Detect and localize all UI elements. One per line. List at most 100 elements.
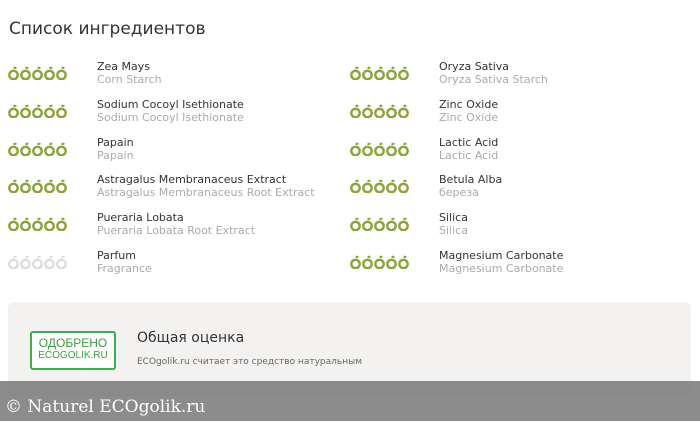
ingredient-name[interactable]: Sodium Cocoyl Isethionate [97,97,244,111]
ingredient-subname: Fragrance [97,262,152,275]
rating [350,66,409,80]
leaf-icon [374,142,385,156]
badge-line1: ОДОБРЕНО [38,336,108,350]
ingredient-subname: береза [439,186,479,200]
rating [8,179,67,194]
leaf-icon [398,142,409,156]
leaf-icon [20,217,31,232]
page-title: Список ингредиентов [9,19,206,39]
leaf-icon [8,104,19,118]
ingredient-item[interactable]: Lactic Acid Lactic Acid [350,136,690,168]
leaf-icon [32,179,43,194]
leaf-icon [350,66,361,80]
rating [8,255,67,269]
ingredient-name[interactable]: Oryza Sativa [439,60,510,73]
ingredient-subname: Lactic Acid [439,148,499,162]
ingredient-subname: Sodium Cocoyl Isethionate [97,110,244,124]
approved-badge: ОДОБРЕНО ECOGOLIK.RU [30,331,116,370]
leaf-icon [374,217,385,232]
ingredient-subname: Oryza Sativa Starch [439,73,548,86]
leaf-icon [20,255,31,269]
ingredient-item[interactable]: Betula Alba береза [350,173,690,205]
leaf-icon [44,142,55,156]
ingredient-item[interactable]: Zea Mays Corn Starch [8,60,348,92]
leaf-icon [32,217,43,232]
ingredient-subname: Astragalus Membranaceus Root Extract [97,186,315,200]
ingredient-subname: Papain [97,148,134,162]
ingredient-subname: Zinc Oxide [439,110,499,124]
overall-rating-description: ECOgolik.ru считает это средство натурал… [137,357,362,367]
badge-line2: ECOGOLIK.RU [38,350,108,361]
leaf-icon [20,179,31,194]
leaf-icon [44,66,55,80]
ingredient-name[interactable]: Betula Alba [439,173,503,187]
ingredient-item[interactable]: Papain Papain [8,136,348,168]
ingredient-item[interactable]: Magnesium Carbonate Magnesium Carbonate [350,249,690,281]
leaf-icon [44,217,55,232]
ingredient-subname: Corn Starch [97,73,162,86]
leaf-icon [362,104,373,118]
leaf-icon [398,66,409,80]
leaf-icon [56,142,67,156]
ingredient-name[interactable]: Magnesium Carbonate [439,249,564,262]
ingredient-subname: Silica [439,224,468,238]
leaf-icon [398,179,409,194]
leaf-icon [362,142,373,156]
leaf-icon [362,217,373,232]
leaf-icon [44,104,55,118]
leaf-icon [8,255,19,269]
leaf-icon [56,66,67,80]
leaf-icon [32,142,43,156]
leaf-icon [44,255,55,269]
ingredient-item[interactable]: Silica Silica [350,211,690,243]
rating [350,217,409,232]
leaf-icon [56,179,67,194]
leaf-icon [350,104,361,118]
ingredient-name[interactable]: Astragalus Membranaceus Extract [97,173,287,187]
ingredient-item[interactable]: Zinc Oxide Zinc Oxide [350,98,690,130]
ingredient-item[interactable]: Pueraria Lobata Pueraria Lobata Root Extr… [8,211,348,243]
rating [8,66,67,80]
ingredient-item[interactable]: Astragalus Membranaceus Extract Astragalu… [8,173,348,205]
leaf-icon [8,66,19,80]
rating [350,179,409,194]
leaf-icon [56,104,67,118]
leaf-icon [374,66,385,80]
ingredient-item[interactable]: Parfum Fragrance [8,249,348,281]
leaf-icon [32,104,43,118]
ingredient-name[interactable]: Lactic Acid [439,135,499,149]
leaf-icon [398,217,409,232]
leaf-icon [56,255,67,269]
rating [8,104,67,118]
leaf-icon [44,179,55,194]
ingredient-name[interactable]: Zinc Oxide [439,97,499,111]
rating [8,142,67,156]
leaf-icon [350,179,361,194]
leaf-icon [350,255,361,269]
leaf-icon [398,104,409,118]
leaf-icon [386,104,397,118]
leaf-icon [386,217,397,232]
rating [350,104,409,118]
leaf-icon [56,217,67,232]
leaf-icon [20,142,31,156]
leaf-icon [386,142,397,156]
ingredient-item[interactable]: Sodium Cocoyl Isethionate Sodium Cocoyl I… [8,98,348,130]
ingredient-name[interactable]: Silica [439,211,468,225]
leaf-icon [374,255,385,269]
rating [350,142,409,156]
leaf-icon [350,217,361,232]
leaf-icon [8,217,19,232]
leaf-icon [362,255,373,269]
ingredient-name[interactable]: Zea Mays [97,60,151,73]
leaf-icon [386,179,397,194]
leaf-icon [8,142,19,156]
ingredient-name[interactable]: Pueraria Lobata [97,211,184,225]
ingredient-name[interactable]: Papain [97,135,134,149]
leaf-icon [374,179,385,194]
ingredient-item[interactable]: Oryza Sativa Oryza Sativa Starch [350,60,690,92]
leaf-icon [362,66,373,80]
leaf-icon [374,104,385,118]
ingredient-subname: Magnesium Carbonate [439,262,564,275]
ingredient-name[interactable]: Parfum [97,249,136,262]
